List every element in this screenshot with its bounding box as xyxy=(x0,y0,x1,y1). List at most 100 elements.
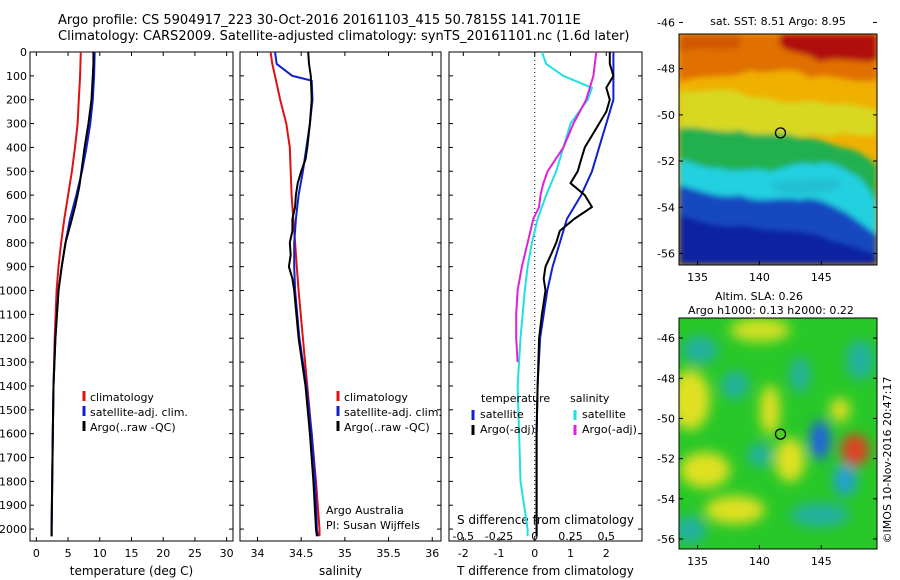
map-y-tick-label: -46 xyxy=(657,16,675,29)
series-line-salinity-satellite xyxy=(516,51,593,537)
y-tick-label: 1400 xyxy=(0,380,27,393)
map-x-tick-label: 135 xyxy=(687,555,708,568)
argo-location-marker xyxy=(774,127,787,139)
series-line-argo-raw-qc- xyxy=(50,52,95,537)
legend-label: climatology xyxy=(90,391,154,404)
legend-label: satellite xyxy=(480,408,524,421)
map-y-tick-label: -52 xyxy=(657,155,675,168)
map-x-tick-label: 145 xyxy=(811,271,832,284)
y-tick-label: 1200 xyxy=(0,332,27,345)
y-tick-label: 900 xyxy=(6,261,27,274)
map-y-tick-label: -48 xyxy=(657,63,675,76)
legend-label: Argo(..raw -QC) xyxy=(90,421,176,434)
map-2-axes: -46 -48 -50 -52 -54 -56 135 140 145 Altim. SLA: 0… xyxy=(657,290,877,568)
map-y-tick-label: -54 xyxy=(657,201,675,214)
legend-label: Argo(..raw -QC) xyxy=(344,421,430,434)
x-tick-label: 5 xyxy=(65,547,72,560)
sst-map xyxy=(679,34,877,265)
map-y-tick-label: -48 xyxy=(657,372,675,385)
credit-text: ©IMOS 10-Nov-2016 20:47:17 xyxy=(881,377,894,544)
y-tick-label: 1800 xyxy=(0,475,27,488)
y-tick-label: 1000 xyxy=(0,285,27,298)
map-y-tick-label: -52 xyxy=(657,453,675,466)
y-tick-label: 1900 xyxy=(0,499,27,512)
map-x-tick-label: 140 xyxy=(749,271,770,284)
sst-map-frame xyxy=(678,33,878,266)
x-tick-label: 0 xyxy=(531,547,538,560)
x2-tick-label: 0.5 xyxy=(598,530,616,543)
y-tick-label: 2000 xyxy=(0,523,27,536)
series-line-climatology xyxy=(50,51,82,537)
panel-frame xyxy=(239,51,442,542)
y-tick-label: 300 xyxy=(6,118,27,131)
x-tick-label: 35 xyxy=(338,547,352,560)
map-y-tick-label: -54 xyxy=(657,493,675,506)
legend-label: climatology xyxy=(344,391,408,404)
argo-location-marker xyxy=(774,428,787,440)
map-y-tick-label: -56 xyxy=(657,533,675,546)
y-tick-label: 800 xyxy=(6,237,27,250)
x-axis-title: salinity xyxy=(319,564,362,578)
map-y-tick-label: -46 xyxy=(657,332,675,345)
map-y-tick-label: -50 xyxy=(657,412,675,425)
annotation-text: PI: Susan Wijffels xyxy=(326,519,420,532)
panel-salinity: 34 34.5 35 35.5 36 salinity climatology satelli… xyxy=(239,51,442,578)
legend-label: Argo(-adj) xyxy=(480,423,535,436)
header-line-2: Climatology: CARS2009. Satellite-adjuste… xyxy=(58,29,630,44)
legend-label: satellite-adj. clim. xyxy=(344,406,442,419)
map-x-tick-label: 135 xyxy=(687,271,708,284)
y-tick-label: 200 xyxy=(6,94,27,107)
x2-tick-label: 0 xyxy=(531,530,538,543)
map-y-tick-label: -50 xyxy=(657,109,675,122)
map-title-line-2: Argo h1000: 0.13 h2000: 0.22 xyxy=(688,304,854,317)
y-tick-label: 500 xyxy=(6,165,27,178)
panel-difference: -2 -1 0 1 2 T difference from climatology -0.5… xyxy=(448,51,643,578)
sla-map xyxy=(679,318,877,549)
x2-tick-label: -0.5 xyxy=(453,530,474,543)
panel-temperature: 0100200300400500600700800900100011001200… xyxy=(0,46,234,578)
annotation-text: Argo Australia xyxy=(326,504,404,517)
panel-frame xyxy=(29,51,234,542)
x-tick-label: 1 xyxy=(567,547,574,560)
x-tick-label: 35.5 xyxy=(376,547,401,560)
map-title-line-1: Altim. SLA: 0.26 xyxy=(715,290,803,303)
x-tick-label: 2 xyxy=(603,547,610,560)
x-axis-title: T difference from climatology xyxy=(456,564,634,578)
x-tick-label: 15 xyxy=(125,547,139,560)
series-line-salinity-argo-adj- xyxy=(515,51,598,363)
map-1-axes: -46 -48 -50 -52 -54 -56 135 140 145 sat. SST: 8.5… xyxy=(657,15,877,284)
map-y-tick-label: -56 xyxy=(657,247,675,260)
legend-salinity-title: salinity xyxy=(570,392,610,405)
y-tick-label: 0 xyxy=(20,46,27,59)
y-tick-label: 700 xyxy=(6,213,27,226)
y-tick-label: 1700 xyxy=(0,452,27,465)
y-tick-label: 1300 xyxy=(0,356,27,369)
panel-frame xyxy=(448,51,643,542)
map-title: sat. SST: 8.51 Argo: 8.95 xyxy=(710,15,846,28)
y-tick-label: 100 xyxy=(6,70,27,83)
x2-tick-label: 0.25 xyxy=(558,530,583,543)
x-axis-title: temperature (deg C) xyxy=(70,564,193,578)
legend-label: Argo(-adj) xyxy=(582,423,637,436)
legend-label: satellite-adj. clim. xyxy=(90,406,188,419)
x-tick-label: -1 xyxy=(494,547,505,560)
y-tick-label: 1500 xyxy=(0,404,27,417)
y-tick-label: 600 xyxy=(6,189,27,202)
legend-label: satellite xyxy=(582,408,626,421)
header-line-1: Argo profile: CS 5904917_223 30-Oct-2016… xyxy=(58,13,581,28)
y-tick-label: 400 xyxy=(6,141,27,154)
x-tick-label: 30 xyxy=(220,547,234,560)
series-line-temperature-satellite xyxy=(535,52,615,537)
y-tick-label: 1600 xyxy=(0,428,27,441)
x2-tick-label: -0.25 xyxy=(485,530,513,543)
series-line-argo-raw-qc- xyxy=(287,51,318,537)
x-tick-label: 36 xyxy=(425,547,439,560)
sla-map-frame xyxy=(678,317,878,550)
x-tick-label: 25 xyxy=(188,547,202,560)
x-tick-label: 34.5 xyxy=(289,547,314,560)
x2-axis-title: S difference from climatology xyxy=(457,513,634,527)
x-tick-label: -2 xyxy=(458,547,469,560)
x-tick-label: 34 xyxy=(250,547,264,560)
legend-temperature-title: temperature xyxy=(481,392,550,405)
